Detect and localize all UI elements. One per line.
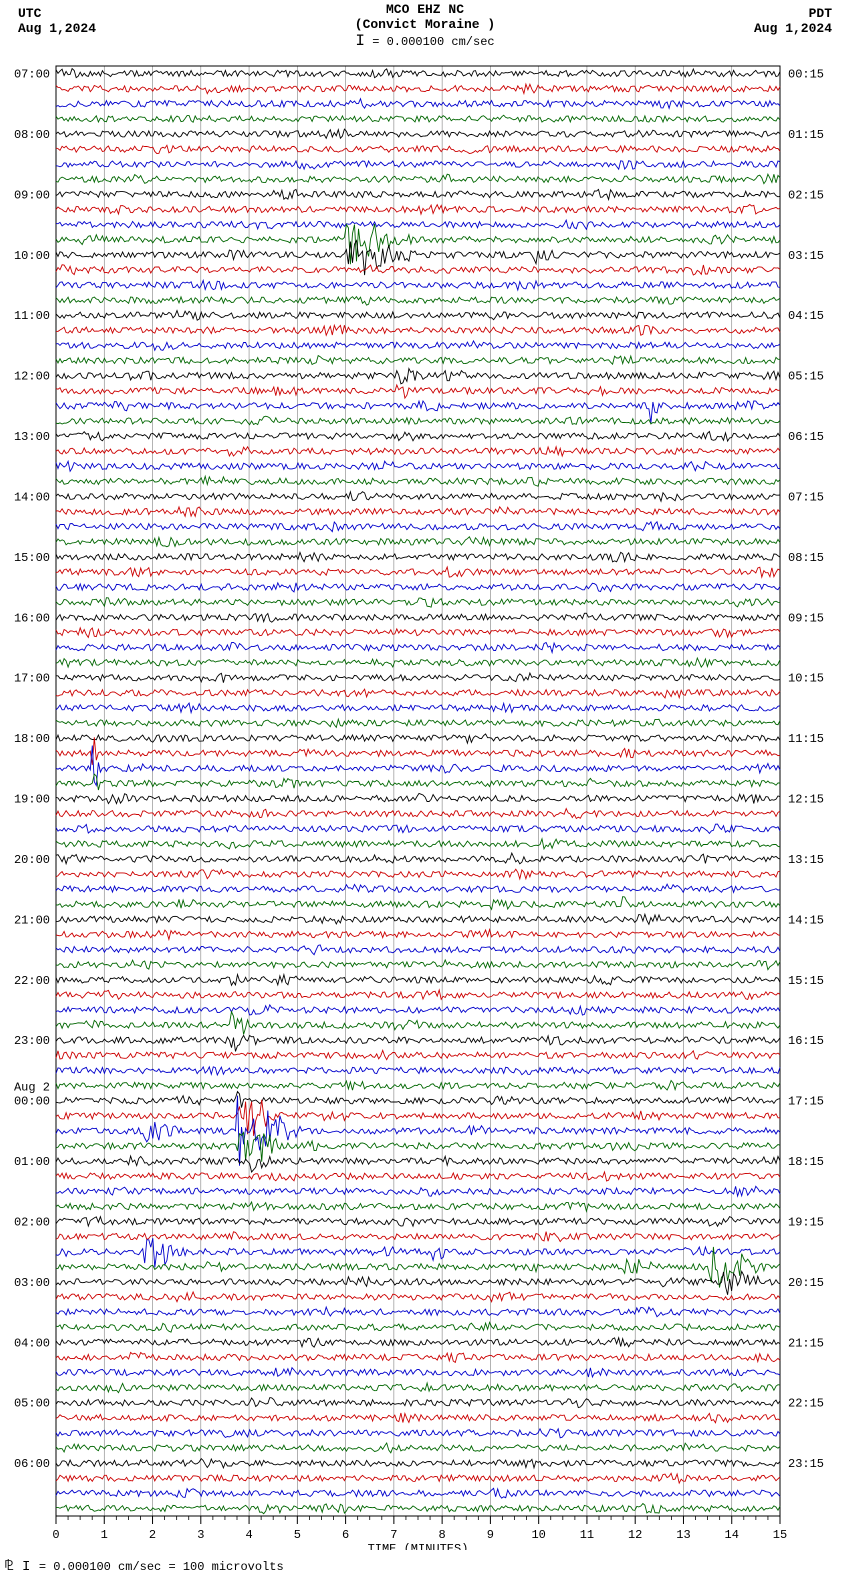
- header: UTC Aug 1,2024 MCO EHZ NC (Convict Morai…: [0, 0, 850, 60]
- right-tz: PDT: [754, 6, 832, 21]
- svg-text:11:00: 11:00: [14, 309, 50, 323]
- svg-text:01:15: 01:15: [788, 128, 824, 142]
- scale-bar-icon: I: [355, 32, 365, 50]
- svg-text:09:15: 09:15: [788, 611, 824, 625]
- svg-text:14:15: 14:15: [788, 913, 824, 927]
- svg-text:15:15: 15:15: [788, 974, 824, 988]
- svg-text:TIME (MINUTES): TIME (MINUTES): [368, 1542, 469, 1550]
- svg-text:12: 12: [628, 1528, 642, 1542]
- svg-text:00:00: 00:00: [14, 1095, 50, 1109]
- svg-text:00:15: 00:15: [788, 68, 824, 82]
- svg-text:12:00: 12:00: [14, 370, 50, 384]
- svg-text:11: 11: [580, 1528, 594, 1542]
- svg-text:21:15: 21:15: [788, 1336, 824, 1350]
- svg-text:03:00: 03:00: [14, 1276, 50, 1290]
- svg-text:16:00: 16:00: [14, 611, 50, 625]
- svg-text:22:15: 22:15: [788, 1397, 824, 1411]
- svg-text:5: 5: [294, 1528, 301, 1542]
- svg-text:18:00: 18:00: [14, 732, 50, 746]
- right-date: Aug 1,2024: [754, 21, 832, 36]
- svg-text:0: 0: [52, 1528, 59, 1542]
- svg-text:2: 2: [149, 1528, 156, 1542]
- svg-text:8: 8: [439, 1528, 446, 1542]
- svg-text:10:00: 10:00: [14, 249, 50, 263]
- svg-text:20:00: 20:00: [14, 853, 50, 867]
- svg-text:1: 1: [101, 1528, 108, 1542]
- svg-text:20:15: 20:15: [788, 1276, 824, 1290]
- svg-text:02:15: 02:15: [788, 188, 824, 202]
- station-title: MCO EHZ NC: [0, 2, 850, 17]
- seismogram-container: UTC Aug 1,2024 MCO EHZ NC (Convict Morai…: [0, 0, 850, 1585]
- svg-text:15:00: 15:00: [14, 551, 50, 565]
- svg-text:15: 15: [773, 1528, 787, 1542]
- svg-text:07:00: 07:00: [14, 68, 50, 82]
- footer-text: = 0.000100 cm/sec = 100 microvolts: [39, 1560, 284, 1574]
- svg-text:23:00: 23:00: [14, 1034, 50, 1048]
- svg-text:21:00: 21:00: [14, 913, 50, 927]
- seismogram-svg: 07:00 08:00 09:00 10:00 11:00 12:00 13:00 14:00…: [0, 60, 850, 1550]
- svg-text:19:15: 19:15: [788, 1215, 824, 1229]
- svg-text:08:00: 08:00: [14, 128, 50, 142]
- svg-text:02:00: 02:00: [14, 1215, 50, 1229]
- svg-text:03:15: 03:15: [788, 249, 824, 263]
- svg-text:07:15: 07:15: [788, 490, 824, 504]
- svg-text:14:00: 14:00: [14, 490, 50, 504]
- header-center: MCO EHZ NC (Convict Moraine ) I = 0.0001…: [0, 2, 850, 50]
- svg-text:17:00: 17:00: [14, 672, 50, 686]
- svg-text:06:00: 06:00: [14, 1457, 50, 1471]
- svg-text:13:15: 13:15: [788, 853, 824, 867]
- svg-text:16:15: 16:15: [788, 1034, 824, 1048]
- svg-text:06:15: 06:15: [788, 430, 824, 444]
- header-right: PDT Aug 1,2024: [754, 6, 832, 36]
- svg-text:04:15: 04:15: [788, 309, 824, 323]
- svg-text:14: 14: [725, 1528, 739, 1542]
- svg-text:13: 13: [676, 1528, 690, 1542]
- svg-text:22:00: 22:00: [14, 974, 50, 988]
- svg-text:23:15: 23:15: [788, 1457, 824, 1471]
- svg-text:4: 4: [245, 1528, 252, 1542]
- svg-text:7: 7: [390, 1528, 397, 1542]
- svg-text:19:00: 19:00: [14, 793, 50, 807]
- svg-text:10: 10: [531, 1528, 545, 1542]
- svg-text:01:00: 01:00: [14, 1155, 50, 1169]
- svg-text:12:15: 12:15: [788, 793, 824, 807]
- svg-text:05:15: 05:15: [788, 370, 824, 384]
- svg-text:17:15: 17:15: [788, 1095, 824, 1109]
- svg-text:08:15: 08:15: [788, 551, 824, 565]
- footer: ⅊ I = 0.000100 cm/sec = 100 microvolts: [0, 1550, 850, 1585]
- svg-text:04:00: 04:00: [14, 1336, 50, 1350]
- svg-text:3: 3: [197, 1528, 204, 1542]
- svg-text:05:00: 05:00: [14, 1397, 50, 1411]
- svg-text:13:00: 13:00: [14, 430, 50, 444]
- svg-text:18:15: 18:15: [788, 1155, 824, 1169]
- station-subtitle: (Convict Moraine ): [0, 17, 850, 32]
- svg-text:9: 9: [487, 1528, 494, 1542]
- svg-text:09:00: 09:00: [14, 188, 50, 202]
- plot-area: 07:00 08:00 09:00 10:00 11:00 12:00 13:00 14:00…: [0, 60, 850, 1550]
- svg-text:Aug 2: Aug 2: [14, 1081, 50, 1095]
- svg-text:6: 6: [342, 1528, 349, 1542]
- svg-text:11:15: 11:15: [788, 732, 824, 746]
- footer-scale-icon: ⅊ I: [4, 1559, 39, 1575]
- scale-note: I = 0.000100 cm/sec: [0, 32, 850, 50]
- svg-text:10:15: 10:15: [788, 672, 824, 686]
